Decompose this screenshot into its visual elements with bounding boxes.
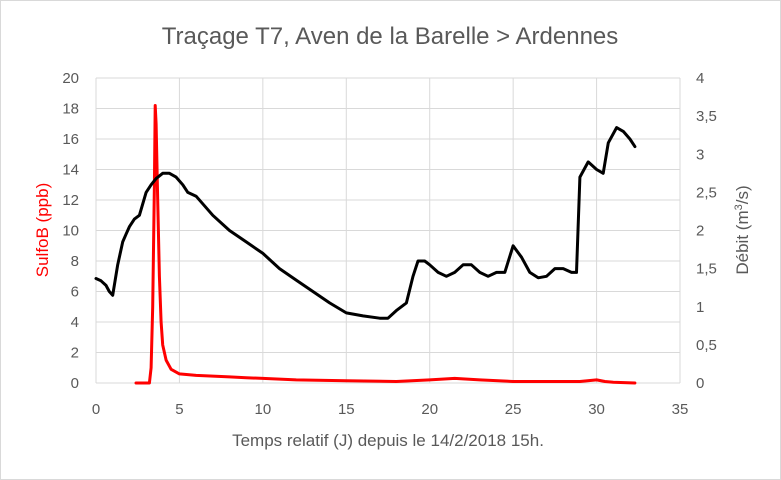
y-right-tick-label: 3,5 xyxy=(696,108,717,125)
x-axis-label: Temps relatif (J) depuis le 14/2/2018 15… xyxy=(232,431,544,450)
y-left-tick-label: 0 xyxy=(71,375,79,392)
y-right-tick-label: 1 xyxy=(696,299,704,316)
y-left-axis-ticks: 0 2 4 6 8 10 12 14 16 18 20 xyxy=(62,70,79,392)
y-right-tick-label: 3 xyxy=(696,146,704,163)
y-left-tick-label: 12 xyxy=(62,192,79,209)
gridlines xyxy=(95,77,681,384)
y-right-tick-label: 1,5 xyxy=(696,261,717,278)
y-left-tick-label: 6 xyxy=(71,284,79,301)
y-right-tick-label: 0,5 xyxy=(696,337,717,354)
x-axis-ticks: 0 5 10 15 20 25 30 35 xyxy=(92,401,689,418)
y-right-tick-label: 4 xyxy=(696,70,704,87)
y-right-label-prefix: Débit (m xyxy=(733,210,752,274)
y-left-tick-label: 4 xyxy=(71,314,79,331)
x-tick-label: 20 xyxy=(421,401,438,418)
x-tick-label: 30 xyxy=(588,401,605,418)
y-right-label-sup: 3 xyxy=(733,204,745,210)
series-line-sulfob xyxy=(134,104,637,385)
y-right-axis-ticks: 0 0,5 1 1,5 2 2,5 3 3,5 4 xyxy=(696,70,717,392)
series-line-debit xyxy=(94,126,637,320)
x-tick-label: 25 xyxy=(505,401,522,418)
y-left-tick-label: 8 xyxy=(71,253,79,270)
chart-title: Traçage T7, Aven de la Barelle > Ardenne… xyxy=(162,23,619,50)
y-left-axis-label: SulfoB (ppb) xyxy=(33,183,52,278)
plot-series xyxy=(94,104,637,385)
x-tick-label: 0 xyxy=(92,401,100,418)
x-tick-label: 35 xyxy=(672,401,689,418)
x-tick-label: 15 xyxy=(338,401,355,418)
y-left-tick-label: 10 xyxy=(62,223,79,240)
y-left-tick-label: 2 xyxy=(71,345,79,362)
x-tick-label: 10 xyxy=(255,401,272,418)
y-right-axis-label: Débit (m3/s) xyxy=(733,185,752,274)
x-tick-label: 5 xyxy=(175,401,183,418)
y-left-tick-label: 16 xyxy=(62,131,79,148)
y-right-tick-label: 2 xyxy=(696,223,704,240)
y-right-label-suffix: /s) xyxy=(733,185,752,204)
y-right-tick-label: 2,5 xyxy=(696,184,717,201)
y-left-tick-label: 14 xyxy=(62,162,79,179)
y-left-tick-label: 18 xyxy=(62,101,79,118)
y-left-tick-label: 20 xyxy=(62,70,79,87)
y-right-tick-label: 0 xyxy=(696,375,704,392)
